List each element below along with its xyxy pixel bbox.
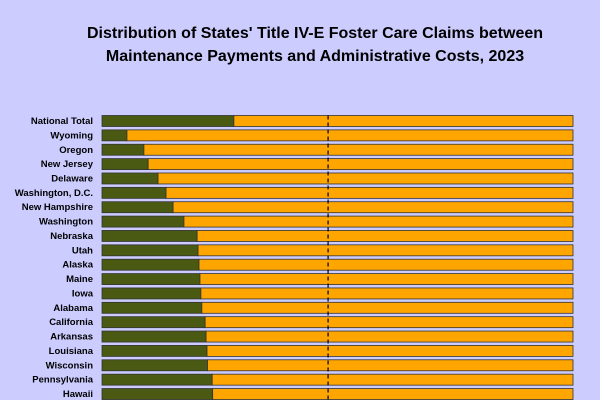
y-tick-label: National Total [31, 116, 93, 127]
bar-segment [172, 201, 574, 214]
chart-title: Distribution of States' Title IV-E Foste… [87, 25, 543, 42]
y-tick-label: Pennsylvania [32, 375, 93, 386]
bar-segment [212, 388, 574, 400]
bar-segment [233, 115, 574, 127]
bar-segment [101, 172, 159, 185]
bar-segment [101, 359, 208, 372]
bar-segment [197, 244, 574, 257]
y-tick-label: New Jersey [41, 159, 94, 170]
bar-segment [101, 287, 202, 300]
bar-segment [147, 158, 574, 171]
y-tick-label: Alabama [53, 303, 93, 314]
bar-segment [207, 359, 574, 372]
bar-segment [196, 230, 574, 242]
y-tick-label: Washington, D.C. [15, 188, 93, 199]
bar-segment [143, 143, 574, 156]
bar-segment [101, 316, 206, 329]
bar-segment [157, 172, 574, 185]
bar-segment [101, 345, 208, 357]
y-tick-label: New Hampshire [22, 202, 93, 213]
bar-segment [165, 186, 574, 199]
bar-segment [101, 115, 235, 127]
bar-segment [101, 215, 185, 228]
bar-segment [101, 158, 149, 171]
y-tick-label: Nebraska [50, 231, 93, 242]
bar-segment [101, 143, 145, 156]
y-tick-label: Louisiana [49, 346, 94, 357]
bar-segment [200, 287, 574, 300]
y-tick-label: Hawaii [63, 389, 93, 400]
y-tick-label: Wisconsin [46, 360, 94, 371]
bar-segment [183, 215, 574, 228]
bar-segment [101, 186, 167, 199]
bar-segment [201, 301, 574, 314]
bar-segment [204, 316, 574, 329]
bar-segment [101, 373, 213, 386]
bar-segment [198, 258, 574, 271]
y-tick-label: Alaska [62, 260, 93, 271]
bar-segment [101, 244, 199, 257]
y-tick-label: Wyoming [50, 130, 93, 141]
bar-segment [205, 330, 574, 343]
y-tick-label: Delaware [51, 173, 93, 184]
bar-segment [199, 273, 574, 285]
y-tick-label: Maine [66, 274, 93, 285]
y-tick-label: Utah [72, 245, 93, 256]
bar-segment [101, 230, 198, 242]
bar-segment [101, 129, 128, 142]
y-tick-label: Oregon [59, 145, 93, 156]
y-tick-label: California [49, 317, 94, 328]
y-tick-label: Iowa [72, 288, 94, 299]
y-tick-label: Arkansas [50, 332, 93, 343]
bar-segment [101, 273, 201, 285]
y-tick-label: Washington [39, 217, 93, 228]
bar-segment [101, 258, 200, 271]
bar-segment [101, 330, 207, 343]
bar-segment [101, 201, 174, 214]
bar-segment [126, 129, 574, 142]
bar-segment [101, 301, 203, 314]
bar-segment [101, 388, 214, 400]
bar-segment [211, 373, 574, 386]
bar-segment [206, 345, 574, 357]
chart-title: Maintenance Payments and Administrative … [106, 48, 524, 65]
